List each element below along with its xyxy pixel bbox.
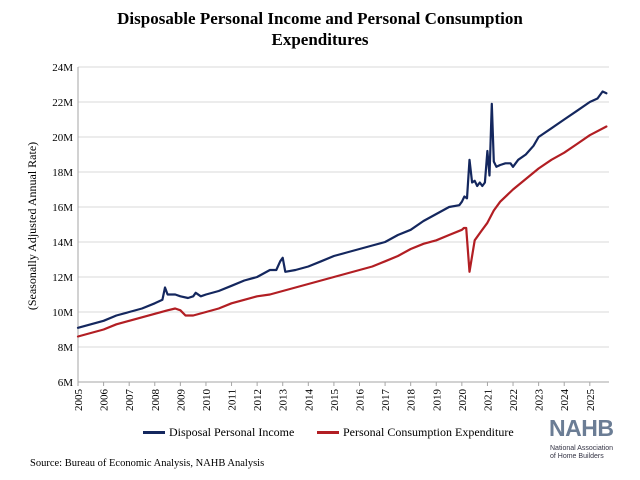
x-tick-label: 2022 [508, 389, 520, 411]
x-tick-label: 2011 [227, 389, 239, 411]
chart-title-line-1: Disposable Personal Income and Personal … [117, 9, 523, 28]
chart-title-line-2: Expenditures [271, 30, 369, 49]
logo-mark: NAHB [549, 415, 614, 441]
x-tick-label: 2016 [354, 389, 366, 412]
y-tick-label: 20M [52, 132, 73, 144]
chart-title: Disposable Personal Income and Personal … [0, 8, 640, 50]
x-tick-label: 2010 [201, 389, 213, 412]
x-tick-label: 2017 [380, 389, 392, 412]
x-tick-label: 2019 [431, 389, 443, 412]
y-tick-label: 24M [52, 62, 73, 74]
legend-swatch-consumption [317, 431, 339, 434]
y-tick-label: 8M [58, 342, 74, 354]
legend-label-consumption: Personal Consumption Expenditure [343, 425, 514, 439]
x-tick-label: 2007 [124, 389, 136, 412]
legend-item-income: Disposal Personal Income [143, 425, 294, 440]
y-tick-label: 12M [52, 272, 73, 284]
y-tick-label: 6M [58, 377, 74, 389]
x-tick-label: 2014 [303, 389, 315, 412]
logo-subtitle: National Association of Home Builders [550, 445, 613, 461]
logo-subtitle-line-2: of Home Builders [550, 453, 604, 460]
x-tick-label: 2012 [252, 389, 264, 411]
y-axis-label: (Seasonally Adjusted Annual Rate) [25, 142, 39, 310]
y-tick-label: 18M [52, 167, 73, 179]
source-note: Source: Bureau of Economic Analysis, NAH… [30, 458, 265, 469]
income-line [76, 90, 608, 329]
x-tick-label: 2009 [175, 389, 187, 412]
x-tick-label: 2020 [457, 389, 469, 412]
x-tick-label: 2005 [73, 389, 85, 412]
x-tick-label: 2018 [406, 389, 418, 412]
y-tick-label: 10M [52, 307, 73, 319]
y-tick-label: 14M [52, 237, 73, 249]
tick-labels: 6M 8M 10M 12M 14M 16M 18M 20M 22M 24M 2005 2006 2007… [52, 62, 597, 411]
legend-label-income: Disposal Personal Income [169, 425, 295, 439]
y-tick-label: 22M [52, 97, 73, 109]
x-tick-label: 2015 [329, 389, 341, 412]
y-tick-label: 16M [52, 202, 73, 214]
gridlines [78, 66, 609, 348]
nahb-logo: NAHB National Association of Home Builde… [549, 415, 627, 471]
x-tick-label: 2023 [534, 389, 546, 412]
legend-swatch-income [143, 431, 165, 434]
x-tick-label: 2013 [278, 389, 290, 412]
legend-item-consumption: Personal Consumption Expenditure [317, 425, 514, 440]
x-tick-label: 2024 [559, 389, 571, 412]
x-tick-label: 2008 [150, 389, 162, 412]
series-lines [76, 90, 608, 338]
x-tick-label: 2021 [482, 389, 494, 411]
logo-subtitle-line-1: National Association [550, 445, 614, 452]
x-tick-label: 2006 [99, 389, 111, 412]
axes [77, 67, 609, 386]
consumption-line [76, 125, 608, 338]
x-tick-label: 2025 [585, 389, 597, 412]
